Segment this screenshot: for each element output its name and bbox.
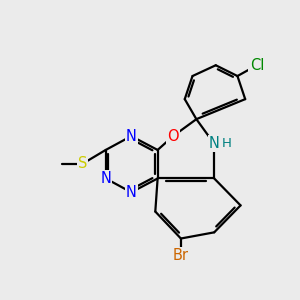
Text: S: S — [78, 156, 87, 171]
Text: H: H — [222, 137, 232, 150]
Text: N: N — [126, 185, 137, 200]
Text: Cl: Cl — [250, 58, 264, 73]
Text: Br: Br — [173, 248, 189, 263]
Text: N: N — [100, 171, 111, 186]
Text: O: O — [167, 129, 179, 144]
Text: N: N — [126, 129, 137, 144]
Text: N: N — [209, 136, 220, 151]
